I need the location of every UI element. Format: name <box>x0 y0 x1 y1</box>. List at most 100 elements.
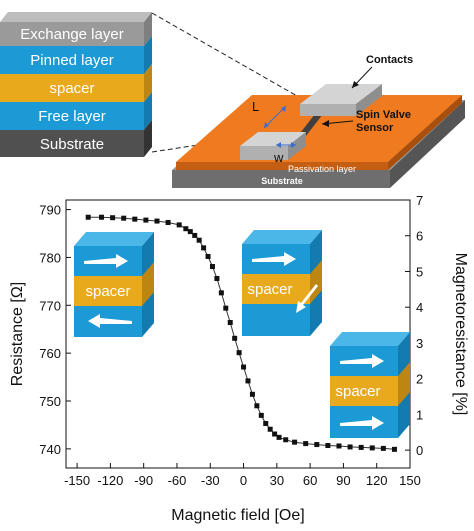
contact-front-top <box>240 132 306 146</box>
y2-tick-label: 4 <box>416 300 423 315</box>
y2-tick-label: 5 <box>416 264 423 279</box>
data-point <box>380 445 386 451</box>
substrate-front <box>172 170 390 188</box>
data-point <box>358 444 364 450</box>
data-point <box>347 444 353 450</box>
x-tick-label: 120 <box>366 473 388 488</box>
exchange-layer <box>0 22 144 46</box>
y2-tick-label: 1 <box>416 407 423 422</box>
data-point <box>85 214 91 220</box>
y2-tick-label: 2 <box>416 372 423 387</box>
x-tick-label: -150 <box>64 473 90 488</box>
data-point <box>336 443 342 449</box>
passivation-side <box>388 95 462 170</box>
data-point <box>196 237 202 243</box>
x-tick-label: 60 <box>303 473 317 488</box>
contact-back-side <box>356 84 382 116</box>
contact-front-side <box>288 132 306 160</box>
data-point <box>209 264 215 270</box>
data-point <box>314 442 320 448</box>
y-tick-label: 750 <box>39 394 61 409</box>
x-tick-label: -60 <box>168 473 187 488</box>
y-tick-label: 770 <box>39 298 61 313</box>
chart: -150 -120 -90 -60 -30 0 30 60 90 120 1507407507607… <box>9 193 469 524</box>
sensor-label-line1: Spin Valve <box>356 109 411 121</box>
data-point <box>99 214 105 220</box>
free-layer <box>0 102 144 130</box>
x-tick-label: 0 <box>240 473 247 488</box>
data-point <box>176 222 182 228</box>
x-tick-label: -120 <box>97 473 123 488</box>
layer-stack: Exchange layer Pinned layer spacer Free … <box>0 12 152 157</box>
y2-tick-label: 7 <box>416 193 423 208</box>
substrate-layer-label: Substrate <box>40 136 104 153</box>
substrate-label: Substrate <box>261 176 303 186</box>
y-tick-label: 760 <box>39 346 61 361</box>
exchange-layer-label: Exchange layer <box>20 26 123 43</box>
width-symbol: w <box>273 150 284 165</box>
contact-front-front <box>240 146 288 160</box>
inset-right-spacer-label: spacer <box>335 383 380 400</box>
data-point <box>165 219 171 225</box>
data-point <box>254 403 260 409</box>
data-point <box>325 443 331 449</box>
data-point <box>267 426 273 432</box>
length-arrow <box>263 105 287 129</box>
length-symbol: L <box>252 99 259 114</box>
data-point <box>132 216 138 222</box>
left-arrow-icon <box>88 314 132 328</box>
substrate-layer <box>0 130 144 157</box>
inset-antiparallel-middle: spacer <box>242 230 322 336</box>
contact-back-front <box>300 104 356 116</box>
data-point <box>121 215 127 221</box>
data-point <box>183 226 189 232</box>
data-point <box>214 275 220 281</box>
data-point <box>391 446 397 452</box>
contacts-label: Contacts <box>366 54 413 66</box>
x-tick-label: 150 <box>399 473 421 488</box>
right-arrow-icon <box>252 252 296 266</box>
data-point <box>201 245 207 251</box>
data-point <box>227 320 233 326</box>
x-tick-label: 30 <box>270 473 284 488</box>
ticks-layer: -150 -120 -90 -60 -30 0 30 60 90 120 1507407507607… <box>39 193 423 488</box>
data-point <box>143 217 149 223</box>
y2-tick-label: 3 <box>416 336 423 351</box>
data-point <box>232 335 238 341</box>
passivation-label: Passivation layer <box>288 164 356 174</box>
x-tick-label: -30 <box>201 473 220 488</box>
data-point <box>205 253 211 259</box>
right-arrow-icon <box>340 354 384 368</box>
y2-tick-label: 6 <box>416 229 423 244</box>
device-diagram: Substrate Passivation layer L w Contacts… <box>172 54 465 188</box>
y-tick-label: 740 <box>39 442 61 457</box>
y-tick-label: 790 <box>39 203 61 218</box>
data-point <box>249 391 255 397</box>
pinned-layer <box>0 46 144 74</box>
data-point <box>303 441 309 447</box>
data-point <box>245 378 251 384</box>
inset-antiparallel-left: spacer <box>74 232 154 337</box>
right-arrow-icon <box>84 254 128 268</box>
y-axis-title: Resistance [Ω] <box>9 282 26 386</box>
passivation-front <box>176 162 388 170</box>
diagonal-arrow-icon <box>296 284 318 313</box>
y2-axis-title: Magnetoresistance [%] <box>452 253 469 416</box>
x-tick-label: 90 <box>336 473 350 488</box>
data-point <box>272 431 278 437</box>
data-point <box>110 215 116 221</box>
data-point <box>218 290 224 296</box>
data-point <box>187 229 193 235</box>
data-point <box>236 350 242 356</box>
x-axis-title: Magnetic field [Oe] <box>171 507 304 524</box>
inset-left-spacer-label: spacer <box>85 283 130 300</box>
substrate-side <box>390 100 465 188</box>
data-point <box>223 305 229 311</box>
y-tick-label: 780 <box>39 250 61 265</box>
data-point <box>258 412 264 418</box>
data-point <box>292 439 298 445</box>
data-point <box>369 445 375 451</box>
free-layer-label: Free layer <box>38 108 106 125</box>
data-points <box>85 214 397 452</box>
